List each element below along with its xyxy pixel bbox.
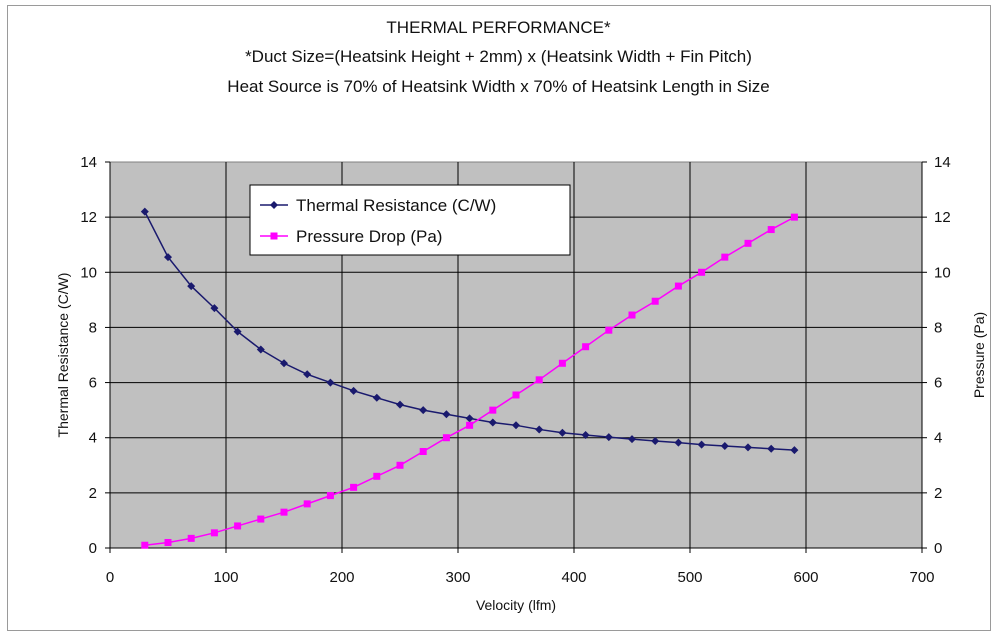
series-1-point bbox=[721, 253, 729, 261]
series-0-point bbox=[419, 406, 428, 415]
chart-subtitle-line-1: *Duct Size=(Heatsink Height + 2mm) x (He… bbox=[245, 47, 752, 66]
x-tick-label: 300 bbox=[445, 569, 470, 586]
series-1-point bbox=[419, 448, 427, 455]
y-tick-label-right: 10 bbox=[934, 264, 951, 281]
series-1-point bbox=[210, 529, 218, 537]
series-1-point bbox=[350, 483, 358, 491]
series-0-point bbox=[535, 425, 544, 434]
series-1-point bbox=[651, 297, 659, 305]
series-1-point bbox=[744, 239, 752, 247]
legend-marker-0 bbox=[270, 201, 278, 209]
series-1-point bbox=[373, 472, 381, 480]
y-tick-label-right: 14 bbox=[934, 154, 951, 171]
x-tick-label: 100 bbox=[213, 569, 238, 586]
x-axis-title: Velocity (lfm) bbox=[476, 597, 556, 613]
y-tick-label-left: 8 bbox=[89, 319, 97, 336]
series-1-point bbox=[396, 461, 404, 469]
series-1-point bbox=[767, 226, 775, 234]
series-0-point bbox=[256, 345, 265, 354]
series-0-point bbox=[604, 433, 613, 442]
series-1-point bbox=[280, 508, 288, 516]
y-axis-title-right: Pressure (Pa) bbox=[971, 312, 987, 398]
series-0-point bbox=[465, 414, 474, 423]
series-1-point bbox=[489, 406, 497, 414]
series-0-point bbox=[512, 421, 520, 430]
y-tick-label-right: 0 bbox=[934, 540, 942, 557]
series-1-point bbox=[698, 268, 706, 276]
series-1-point bbox=[303, 500, 311, 508]
series-1-point bbox=[442, 434, 450, 442]
series-1-point bbox=[790, 213, 798, 221]
series-1-point bbox=[164, 538, 172, 546]
series-0-point bbox=[164, 253, 172, 262]
y-tick-label-right: 4 bbox=[934, 430, 942, 447]
x-tick-label: 200 bbox=[329, 569, 354, 586]
series-0-point bbox=[442, 410, 451, 419]
legend-label-1: Pressure Drop (Pa) bbox=[296, 227, 442, 246]
chart-subtitle-line-2: Heat Source is 70% of Heatsink Width x 7… bbox=[227, 77, 770, 96]
chart-title: THERMAL PERFORMANCE* bbox=[386, 18, 611, 37]
series-0-point bbox=[744, 443, 752, 452]
series-1-point bbox=[674, 282, 682, 290]
x-tick-label: 500 bbox=[677, 569, 702, 586]
series-1-point bbox=[257, 515, 265, 523]
legend-marker-1 bbox=[270, 232, 278, 240]
y-axis-title-left: Thermal Resistance (C/W) bbox=[55, 273, 71, 438]
series-1-point bbox=[141, 541, 149, 549]
series-0-point bbox=[790, 446, 799, 455]
series-0-point bbox=[187, 282, 196, 291]
series-1-point bbox=[535, 376, 543, 384]
y-tick-label-left: 6 bbox=[89, 375, 97, 392]
series-1-point bbox=[466, 421, 474, 429]
y-tick-label-left: 14 bbox=[80, 154, 97, 171]
y-tick-label-left: 0 bbox=[89, 540, 97, 557]
y-tick-label-right: 6 bbox=[934, 375, 942, 392]
x-tick-label: 0 bbox=[106, 569, 114, 586]
y-tick-label-left: 10 bbox=[80, 264, 97, 281]
series-0-point bbox=[233, 327, 242, 336]
y-tick-label-right: 12 bbox=[934, 209, 951, 226]
legend-label-0: Thermal Resistance (C/W) bbox=[296, 196, 496, 215]
series-0-point bbox=[210, 304, 219, 313]
y-tick-label-left: 4 bbox=[89, 430, 97, 447]
series-0-point bbox=[628, 435, 636, 444]
series-1-point bbox=[326, 492, 334, 500]
y-tick-label-left: 12 bbox=[80, 209, 97, 226]
y-tick-label-right: 2 bbox=[934, 485, 942, 502]
series-0-point bbox=[697, 440, 706, 449]
x-tick-label: 400 bbox=[561, 569, 586, 586]
series-0-point bbox=[581, 430, 590, 439]
series-0-point bbox=[372, 393, 381, 402]
series-0-point bbox=[303, 370, 312, 379]
series-0-point bbox=[280, 359, 288, 368]
x-tick-label: 600 bbox=[793, 569, 818, 586]
series-0-point bbox=[326, 378, 335, 387]
legend-box bbox=[249, 184, 571, 256]
series-0-point bbox=[651, 437, 660, 446]
series-0-point bbox=[720, 441, 729, 450]
series-1-point bbox=[582, 343, 590, 351]
series-1-point bbox=[605, 326, 613, 334]
y-tick-label-left: 2 bbox=[89, 485, 97, 502]
series-0-point bbox=[396, 400, 404, 409]
series-1-point bbox=[558, 359, 566, 367]
series-0-point bbox=[349, 386, 358, 395]
series-0-point bbox=[767, 444, 776, 453]
series-0-point bbox=[558, 428, 567, 437]
series-0-point bbox=[488, 418, 497, 427]
series-1-point bbox=[512, 391, 520, 399]
series-1-point bbox=[234, 522, 242, 530]
series-1-point bbox=[187, 534, 195, 542]
series-0-point bbox=[140, 207, 149, 216]
x-tick-label: 700 bbox=[909, 569, 934, 586]
y-tick-label-right: 8 bbox=[934, 319, 942, 336]
series-0-point bbox=[674, 438, 683, 447]
series-1-point bbox=[628, 311, 636, 319]
